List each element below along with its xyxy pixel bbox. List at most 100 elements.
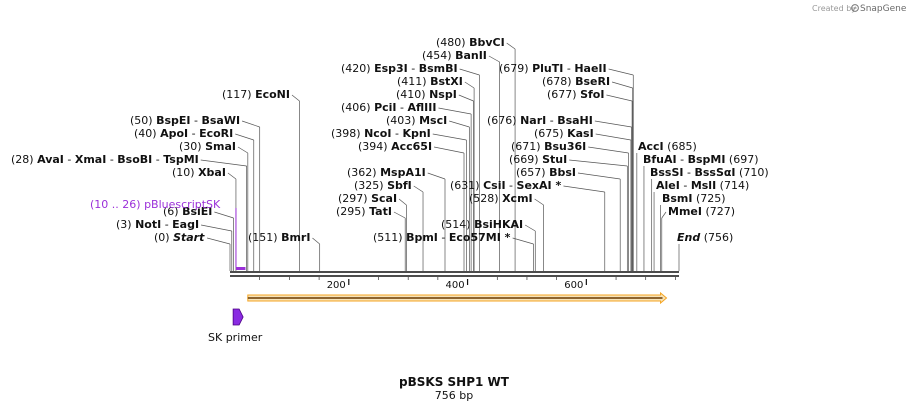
enzyme-label-sfoi[interactable]: (677) SfoI [547,88,604,101]
label-part: (411) [397,75,430,88]
label-part: Eco57MI * [449,231,511,244]
enzyme-label-scai[interactable]: (297) ScaI [338,192,397,205]
enzyme-label-bfuai[interactable]: BfuAI - BspMI (697) [643,153,759,166]
enzyme-label-ecoNI[interactable]: (117) EcoNI [222,88,290,101]
enzyme-label-banii[interactable]: (454) BanII [422,49,487,62]
enzyme-label-kasi[interactable]: (675) KasI [534,127,594,140]
enzyme-label-pluti[interactable]: (679) PluTI - HaeII [499,62,607,75]
enzyme-label-alei[interactable]: AleI - MslI (714) [656,179,749,192]
label-part: (514) [441,218,474,231]
enzyme-label-csii[interactable]: (631) CsiI - SexAI * [450,179,561,192]
label-part: SbfI [387,179,412,192]
label-part: EcoRI [199,127,233,140]
leader-elbow-apoi [235,133,254,141]
label-part: EagI [172,218,199,231]
enzyme-label-noti[interactable]: (3) NotI - EagI [116,218,199,231]
enzyme-label-end[interactable]: End (756) [677,231,733,244]
enzyme-label-bbsi[interactable]: (657) BbsI [516,166,576,179]
leader-elbow-bpmi [512,237,534,245]
leader-elbow-mspa1i [427,172,446,180]
feature-label-pbluescript[interactable]: (10 .. 26) pBluescriptSK [90,198,221,211]
enzyme-label-apoi[interactable]: (40) ApoI - EcoRI [134,127,233,140]
leader-elbow-ecoNI [291,94,300,102]
label-part: BfuAI [643,153,677,166]
enzyme-label-bsmi[interactable]: BsmI (725) [662,192,726,205]
orf-arrow[interactable] [247,291,668,305]
label-part: - [680,179,691,192]
features-layer: (10 .. 26) pBluescriptSK [90,198,246,270]
label-part: (697) [725,153,758,166]
label-part: (295) [336,205,369,218]
label-part: AleI [656,179,680,192]
enzyme-label-smai[interactable]: (30) SmaI [179,140,236,153]
enzyme-label-avai[interactable]: (28) AvaI - XmaI - BsoBI - TspMI [11,153,199,166]
label-part: BanII [455,49,487,62]
label-part: (714) [716,179,749,192]
enzyme-label-esp3i[interactable]: (420) Esp3I - BsmBI [341,62,458,75]
enzyme-label-xbai[interactable]: (10) XbaI [172,166,226,179]
leader-elbow-nari [594,120,632,128]
label-part: AccI [638,140,664,153]
label-part: (410) [396,88,429,101]
enzyme-label-nspi[interactable]: (410) NspI [396,88,457,101]
enzyme-label-sbfi[interactable]: (325) SbfI [354,179,412,192]
label-part: BseRI [575,75,610,88]
enzyme-label-bmri[interactable]: (151) BmrI [248,231,310,244]
label-part: (297) [338,192,371,205]
enzyme-label-bpmi[interactable]: (511) BpmI - Eco57MI * [373,231,511,244]
label-part: BsoBI [117,153,152,166]
enzyme-label-acci[interactable]: AccI (685) [638,140,697,153]
enzyme-label-bsu36i[interactable]: (671) Bsu36I [511,140,586,153]
label-part: HaeII [574,62,606,75]
label-part: XcmI [502,192,533,205]
enzyme-label-ncoi[interactable]: (398) NcoI - KpnI [331,127,431,140]
enzyme-label-mmei[interactable]: MmeI (727) [668,205,735,218]
label-part: (678) [542,75,575,88]
label-part: (679) [499,62,532,75]
label-part: MscI [419,114,447,127]
leader-elbow-bmri [312,237,320,245]
enzyme-label-xcmi[interactable]: (528) XcmI [469,192,533,205]
enzyme-label-pcii[interactable]: (406) PciI - AflIII [341,101,436,114]
enzyme-label-start[interactable]: (0) Start [154,231,205,244]
enzyme-label-nari[interactable]: (676) NarI - BsaHI [487,114,593,127]
label-part: (677) [547,88,580,101]
primer-arrow-icon[interactable] [232,308,244,326]
leader-elbow-nspi [458,94,474,102]
label-part: NcoI [364,127,391,140]
enzyme-label-acc65i[interactable]: (394) Acc65I [358,140,432,153]
ruler-label-400: 400 [445,280,464,291]
enzyme-label-bspei[interactable]: (50) BspEI - BsaWI [130,114,240,127]
label-part: (669) [509,153,542,166]
leader-elbow-acc65i [433,146,465,154]
label-part: (657) [516,166,549,179]
enzyme-label-bbvci[interactable]: (480) BbvCI [436,36,505,49]
label-part: (0) [154,231,173,244]
leader-elbow-pcii [438,107,472,115]
label-part: (362) [347,166,380,179]
label-part: (727) [702,205,735,218]
enzyme-label-bsssi[interactable]: BssSI - BssSαI (710) [650,166,769,179]
enzyme-label-msci[interactable]: (403) MscI [386,114,447,127]
leader-elbow-ncoi [432,133,467,141]
label-part: StuI [542,153,567,166]
enzyme-label-tati[interactable]: (295) TatI [336,205,392,218]
feature-range: (10 .. 26) [90,198,141,211]
ruler-label-200: 200 [327,280,346,291]
leader-elbow-msci [449,120,470,128]
label-part: (151) [248,231,281,244]
label-part: (480) [436,36,469,49]
enzyme-label-mspa1i[interactable]: (362) MspA1I [347,166,426,179]
enzyme-label-bseri[interactable]: (678) BseRI [542,75,610,88]
enzyme-label-stui[interactable]: (669) StuI [509,153,567,166]
feature-bar-pbluescript[interactable] [235,267,246,270]
enzyme-label-bsiei[interactable]: (6) BsiEI [163,205,212,218]
enzyme-label-bsihkai[interactable]: (514) BsiHKAI [441,218,523,231]
leader-elbow-bsihkai [524,224,536,232]
primer-label-sk-primer[interactable]: SK primer [208,331,263,344]
enzyme-label-bstxi[interactable]: (411) BstXI [397,75,463,88]
label-part: BpmI [406,231,438,244]
label-part: ApoI [160,127,188,140]
label-part: NarI [520,114,546,127]
leader-elbow-stui [569,159,628,167]
